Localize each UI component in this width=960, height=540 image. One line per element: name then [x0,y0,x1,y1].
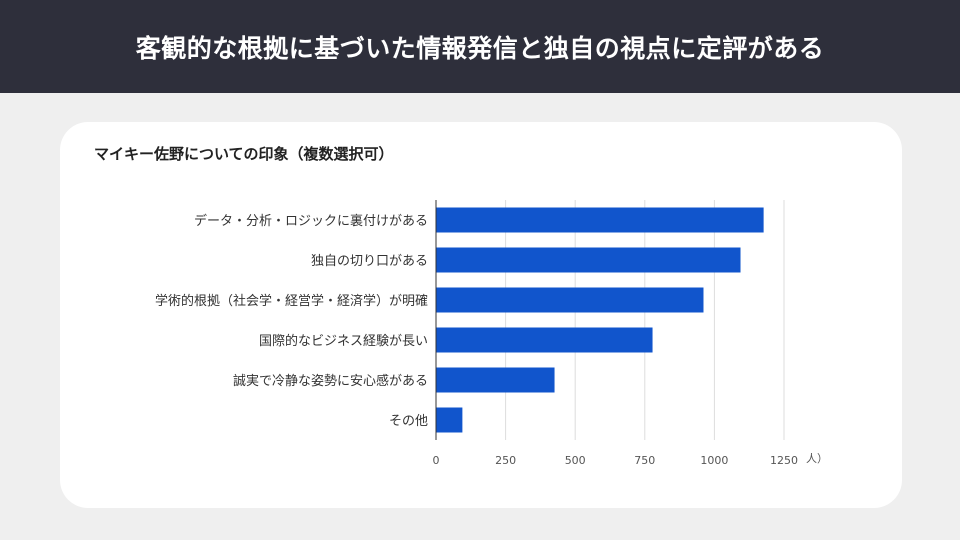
bar [436,207,764,233]
bar [436,407,463,433]
category-label: 学術的根拠（社会学・経営学・経済学）が明確 [155,293,428,309]
category-label: 誠実で冷静な姿勢に安心感がある [233,373,428,389]
page-title: 客観的な根拠に基づいた情報発信と独自の視点に定評がある [135,33,825,63]
x-tick-label: 1000 [700,454,728,467]
chart-card [60,122,902,508]
category-label: 国際的なビジネス経験が長い [259,333,428,349]
bar [436,327,653,353]
category-label: 独自の切り口がある [311,254,428,269]
x-tick-label: 250 [495,454,516,467]
x-tick-label: 750 [634,454,655,467]
x-axis-label: 人） [806,452,828,465]
bar [436,287,704,313]
x-tick-label: 1250 [770,454,798,467]
x-tick-label: 0 [433,454,440,467]
category-label: その他 [389,414,428,429]
x-tick-label: 500 [565,454,586,467]
bar [436,367,555,393]
category-label: データ・分析・ロジックに裏付けがある [194,213,428,229]
header: 客観的な根拠に基づいた情報発信と独自の視点に定評がある [0,0,960,93]
chart-title: マイキー佐野についての印象（複数選択可） [94,145,394,163]
bar [436,247,741,273]
